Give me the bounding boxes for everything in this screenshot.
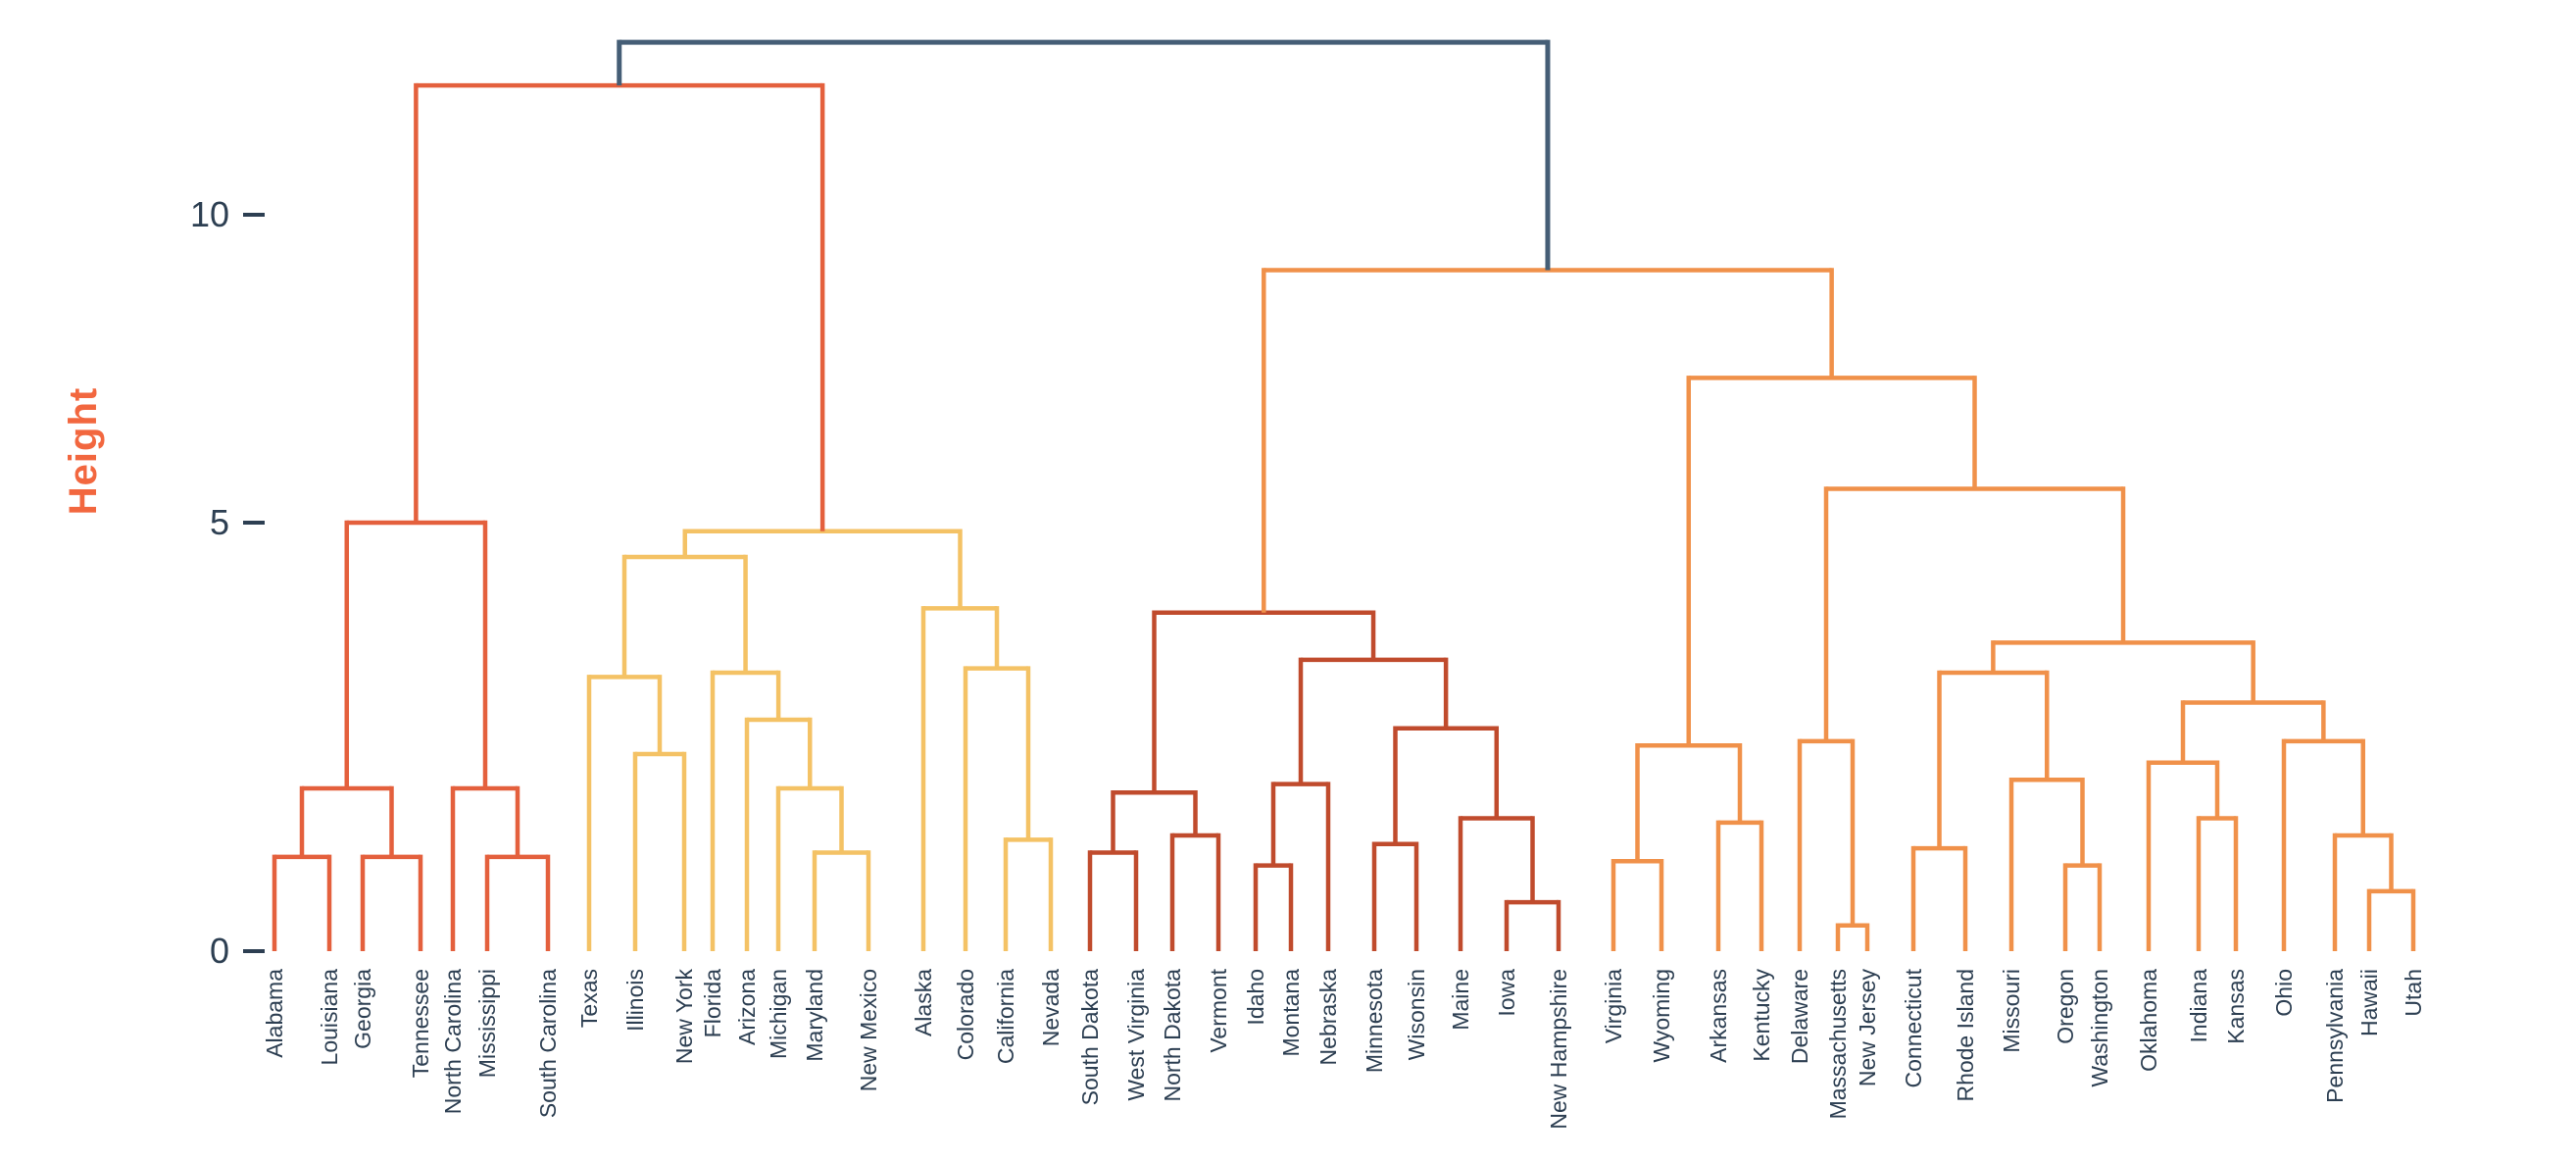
leaf-label: Mississippi <box>474 969 500 1078</box>
leaf-label: Oklahoma <box>2136 969 2161 1072</box>
leaf-label: Kansas <box>2223 969 2249 1044</box>
leaf-label: South Dakota <box>1077 969 1103 1106</box>
leaf-label: Delaware <box>1787 969 1812 1064</box>
leaf-label: Utah <box>2401 969 2426 1017</box>
leaf-label: New Hampshire <box>1546 969 1571 1130</box>
leaf-label: California <box>993 969 1018 1064</box>
leaf-label: Colorado <box>953 969 978 1060</box>
leaf-label: Missouri <box>1999 969 2024 1053</box>
leaf-label: Pennsylvania <box>2322 969 2348 1103</box>
leaf-label: Maryland <box>802 969 827 1062</box>
leaf-label: Minnesota <box>1362 969 1387 1073</box>
y-tick-label: 10 <box>190 194 229 234</box>
leaf-label: Georgia <box>350 969 375 1049</box>
leaf-label: Arkansas <box>1706 969 1731 1063</box>
leaf-label: Rhode Island <box>1953 969 1978 1102</box>
leaf-label: Kentucky <box>1749 969 1774 1062</box>
leaf-label: Oregon <box>2053 969 2078 1044</box>
leaf-label: Ohio <box>2271 969 2297 1017</box>
leaf-label: Florida <box>700 969 725 1038</box>
leaf-label: Indiana <box>2186 969 2211 1043</box>
leaf-label: Montana <box>1278 969 1304 1057</box>
y-axis-title: Height <box>62 387 105 515</box>
leaf-label: Nevada <box>1038 969 1064 1046</box>
y-tick-label: 5 <box>210 502 229 542</box>
leaf-label: Massachusetts <box>1825 969 1851 1119</box>
leaf-label: Wyoming <box>1649 969 1674 1063</box>
leaf-label: Louisiana <box>317 969 342 1066</box>
leaf-label: North Dakota <box>1160 969 1185 1102</box>
leaf-label: New York <box>671 969 697 1065</box>
leaf-label: Idaho <box>1243 969 1268 1026</box>
leaf-label: Nebraska <box>1315 969 1341 1066</box>
leaf-label: South Carolina <box>535 969 561 1118</box>
leaf-label: New Jersey <box>1855 969 1880 1087</box>
leaf-label: New Mexico <box>856 969 881 1091</box>
leaf-label: Iowa <box>1494 969 1519 1017</box>
leaf-label: Tennessee <box>408 969 433 1078</box>
leaf-label: Texas <box>576 969 602 1028</box>
leaf-label: Michigan <box>766 969 791 1059</box>
leaf-label: Virginia <box>1601 969 1626 1043</box>
leaf-label: Hawaii <box>2356 969 2382 1036</box>
leaf-label: Arizona <box>734 969 760 1045</box>
leaf-label: Connecticut <box>1901 968 1926 1087</box>
leaf-label: North Carolina <box>440 969 466 1114</box>
leaf-label: Vermont <box>1206 968 1231 1052</box>
leaf-label: West Virginia <box>1123 969 1149 1101</box>
leaf-label: Illinois <box>622 969 648 1032</box>
y-tick-label: 0 <box>210 931 229 971</box>
leaf-label: Alaska <box>911 969 936 1036</box>
leaf-label: Maine <box>1448 969 1473 1031</box>
leaf-label: Washington <box>2087 969 2112 1087</box>
leaf-label: Wisonsin <box>1404 969 1429 1060</box>
leaf-label: Alabama <box>262 969 287 1058</box>
